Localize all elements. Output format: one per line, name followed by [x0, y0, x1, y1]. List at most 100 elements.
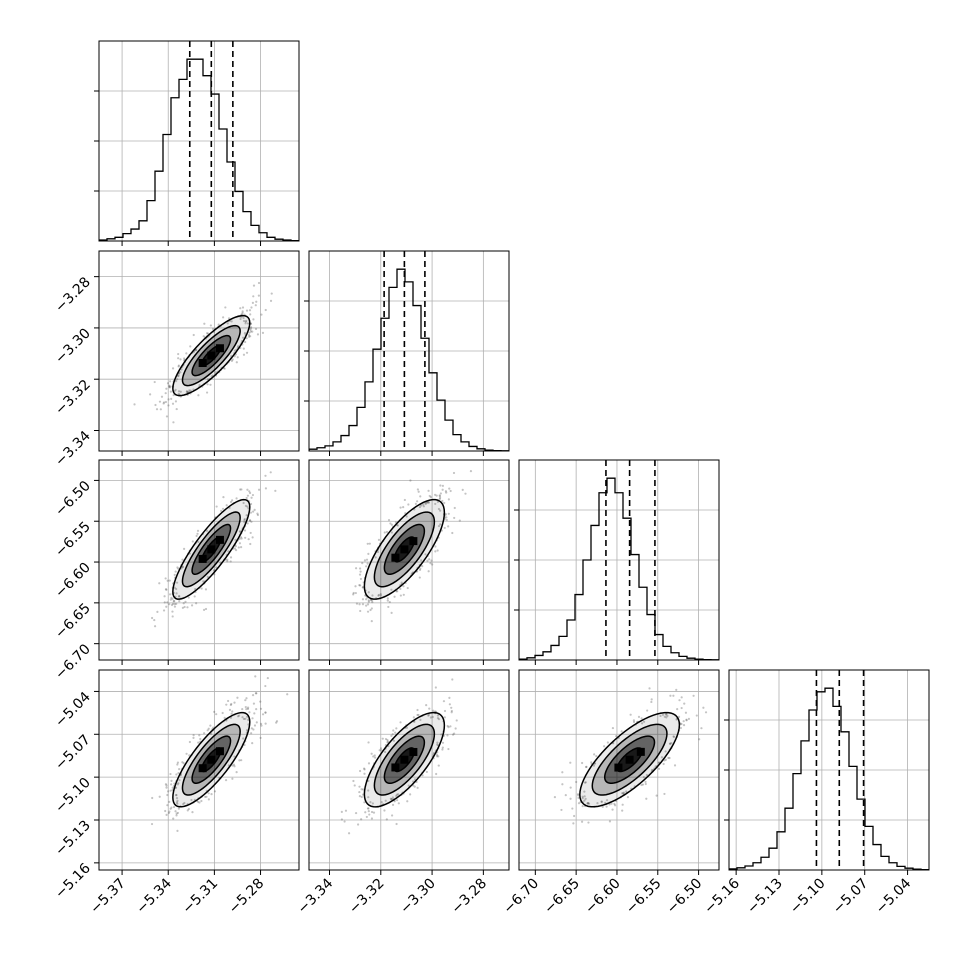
scatter-point: [360, 795, 363, 799]
scatter-point: [586, 802, 589, 805]
scatter-point: [229, 500, 233, 504]
scatter-point: [390, 588, 393, 591]
scatter-point: [168, 810, 171, 813]
scatter-point: [173, 600, 176, 603]
scatter-point: [181, 606, 184, 609]
scatter-point: [580, 820, 584, 823]
scatter-point: [450, 711, 453, 714]
scatter-point: [171, 615, 174, 618]
scatter-point: [180, 368, 183, 371]
scatter-point: [361, 562, 364, 565]
scatter-point: [239, 488, 242, 491]
scatter-point: [175, 773, 178, 776]
scatter-point: [436, 743, 439, 746]
scatter-point: [177, 352, 180, 356]
scatter-point: [365, 815, 368, 819]
scatter-point: [170, 596, 173, 599]
scatter-point: [252, 295, 255, 298]
scatter-point: [241, 716, 244, 719]
scatter-point: [220, 509, 223, 512]
scatter-point: [229, 556, 233, 559]
scatter-point: [370, 752, 373, 755]
scatter-point: [241, 306, 245, 309]
scatter-point: [213, 790, 217, 793]
x-tick-label: −5.31: [180, 876, 222, 918]
scatter-point: [238, 542, 242, 545]
scatter-point: [183, 357, 186, 360]
scatter-point: [240, 537, 243, 540]
scatter-point: [369, 608, 372, 612]
scatter-point: [173, 586, 176, 589]
scatter-point: [381, 737, 384, 740]
scatter-point: [396, 524, 399, 527]
scatter-point: [163, 601, 166, 604]
scatter-point: [242, 717, 246, 721]
scatter-point: [360, 818, 363, 821]
scatter-point: [605, 805, 608, 808]
scatter-point: [451, 678, 454, 681]
scatter-point: [244, 536, 247, 539]
y-tick-label: −6.55: [52, 519, 94, 561]
scatter-points: [340, 678, 458, 835]
scatter-point: [613, 802, 616, 806]
scatter-point: [175, 602, 178, 605]
scatter-point: [172, 817, 175, 820]
scatter-point: [610, 802, 613, 805]
scatter-point: [173, 573, 176, 576]
scatter-point: [615, 734, 618, 738]
scatter-point: [344, 809, 348, 812]
scatter-point: [417, 490, 420, 493]
scatter-point: [358, 584, 361, 587]
scatter-point: [397, 793, 400, 796]
scatter-point: [583, 781, 587, 784]
scatter-point: [234, 538, 237, 541]
scatter-point: [236, 715, 240, 718]
scatter-point: [363, 801, 366, 804]
contour-line: [603, 735, 656, 785]
density-core: [207, 755, 216, 764]
scatter-point: [418, 576, 421, 579]
scatter-point: [168, 593, 172, 596]
scatter-point: [205, 795, 208, 798]
scatter-point: [372, 755, 375, 758]
scatter-point: [207, 727, 210, 730]
scatter-point: [156, 610, 159, 613]
scatter-point: [172, 421, 175, 424]
scatter-point: [436, 714, 440, 717]
corner-plot-root: −3.34−3.32−3.30−3.28−6.70−6.65−6.60−6.55…: [52, 40, 930, 918]
scatter-point: [252, 510, 255, 513]
scatter-point: [247, 333, 251, 337]
scatter-point: [678, 699, 681, 702]
scatter-point: [438, 495, 442, 498]
scatter-point: [363, 559, 367, 562]
scatter-point: [163, 595, 166, 598]
scatter-point: [231, 710, 234, 713]
scatter-point: [251, 536, 254, 539]
scatter-point: [608, 803, 611, 806]
scatter-point: [587, 802, 591, 805]
scatter-point: [233, 349, 237, 352]
scatter-point: [168, 385, 171, 388]
scatter-point: [416, 786, 419, 789]
scatter-point: [186, 809, 189, 812]
scatter-point: [227, 317, 231, 320]
scatter-point: [387, 605, 390, 609]
scatter-point: [170, 603, 174, 607]
contour-line: [191, 334, 232, 377]
scatter-point: [683, 702, 686, 705]
contour-line: [172, 711, 251, 808]
contours: [579, 711, 681, 808]
contour-line: [383, 735, 426, 785]
scatter-point: [175, 797, 179, 800]
scatter-point: [255, 708, 258, 711]
scatter-point: [259, 700, 262, 703]
y-tick-label: −5.07: [52, 732, 94, 774]
scatter-point: [168, 385, 171, 388]
scatter-point: [249, 502, 253, 506]
scatter-point: [215, 566, 218, 569]
scatter-point: [181, 761, 184, 764]
scatter-point: [174, 388, 177, 391]
scatter-point: [236, 696, 239, 699]
scatter-point: [365, 565, 368, 568]
scatter-point: [577, 794, 580, 797]
